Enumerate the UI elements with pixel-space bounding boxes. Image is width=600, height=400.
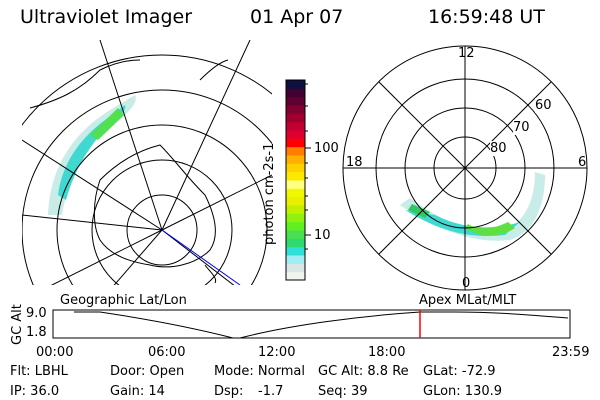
colorbar-swatch xyxy=(286,138,305,148)
mlt-label-18: 18 xyxy=(346,155,363,170)
colorbar-swatch xyxy=(286,146,305,156)
ip-info: IP: 36.0 xyxy=(10,384,60,399)
colorbar-swatch xyxy=(286,80,305,89)
apex-label: Apex MLat/MLT xyxy=(419,293,517,308)
altitude-plot-frame xyxy=(52,309,571,339)
colorbar-frame xyxy=(285,79,306,281)
instrument-title: Ultraviolet Imager xyxy=(20,6,193,28)
colorbar-swatch xyxy=(286,205,305,214)
colorbar-swatch xyxy=(286,96,305,106)
colorbar-swatch xyxy=(286,230,305,239)
colorbar-swatch xyxy=(286,113,305,123)
xtick-0000: 00:00 xyxy=(36,345,74,360)
colorbar-swatch xyxy=(286,171,305,181)
colorbar-swatch xyxy=(286,163,305,173)
colorbar-swatch xyxy=(286,238,305,248)
gain-info: Gain: 14 xyxy=(110,384,165,399)
colorbar-swatch xyxy=(286,263,305,273)
aurora-oval-apex xyxy=(400,172,545,241)
door-info: Door: Open xyxy=(110,364,185,379)
colorbar-swatch xyxy=(286,130,305,139)
date-label: 01 Apr 07 xyxy=(250,6,344,28)
colorbar-tick-10: 10 xyxy=(314,228,331,243)
glon-info: GLon: 130.9 xyxy=(423,384,503,399)
geographic-label: Geographic Lat/Lon xyxy=(60,293,187,308)
colorbar-swatch xyxy=(286,196,305,206)
colorbar-swatch xyxy=(286,155,305,164)
xtick-1800: 18:00 xyxy=(368,345,406,360)
mlt-label-6: 6 xyxy=(578,155,587,170)
colorbar-swatch xyxy=(286,188,305,198)
mode-info: Mode: Normal xyxy=(214,364,305,379)
altitude-curve xyxy=(74,311,569,339)
colorbar-swatch xyxy=(286,246,305,256)
colorbar-swatch xyxy=(286,255,305,264)
colorbar-swatch xyxy=(286,180,305,189)
glat-info: GLat: -72.9 xyxy=(423,364,496,379)
colorbar-swatch xyxy=(286,221,305,231)
colorbar-tick-100: 100 xyxy=(314,141,339,156)
colorbar-swatch xyxy=(286,121,305,131)
filter-info: Flt: LBHL xyxy=(10,364,68,379)
mlt-label-0: 0 xyxy=(462,276,471,291)
mlat-label-70: 70 xyxy=(513,120,530,135)
xtick-0600: 06:00 xyxy=(148,345,186,360)
mlat-label-60: 60 xyxy=(535,98,552,113)
colorbar-swatch xyxy=(286,213,305,223)
seq-info: Seq: 39 xyxy=(318,384,368,399)
altitude-ylabel: GC Alt xyxy=(10,304,25,345)
mlat-label-80: 80 xyxy=(490,141,507,156)
ytick-9: 9.0 xyxy=(26,306,47,321)
xtick-2359: 23:59 xyxy=(552,345,590,360)
dsp-label: Dsp: xyxy=(214,384,244,399)
dsp-value: -1.7 xyxy=(258,384,284,399)
xtick-1200: 12:00 xyxy=(258,345,296,360)
colorbar-swatch xyxy=(286,271,305,281)
colorbar-swatch xyxy=(286,88,305,98)
ytick-1.8: 1.8 xyxy=(26,325,47,340)
mlt-label-12: 12 xyxy=(458,46,475,61)
colorbar-swatch xyxy=(286,105,305,114)
gc-alt-info: GC Alt: 8.8 Re xyxy=(318,364,409,379)
time-label: 16:59:48 UT xyxy=(428,6,545,28)
